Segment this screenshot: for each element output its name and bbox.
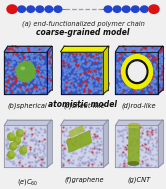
Circle shape <box>149 5 159 13</box>
Polygon shape <box>61 52 103 94</box>
Circle shape <box>27 6 35 12</box>
Circle shape <box>10 151 14 156</box>
Text: (c)sheet-like: (c)sheet-like <box>63 103 105 109</box>
Circle shape <box>19 130 23 134</box>
Circle shape <box>20 147 27 154</box>
Circle shape <box>23 147 27 151</box>
Polygon shape <box>4 52 47 94</box>
Polygon shape <box>103 120 108 167</box>
Polygon shape <box>61 125 103 167</box>
Polygon shape <box>116 120 163 125</box>
Polygon shape <box>69 125 84 137</box>
Polygon shape <box>158 46 163 94</box>
Circle shape <box>113 6 121 12</box>
Polygon shape <box>61 46 108 52</box>
Polygon shape <box>128 125 140 163</box>
Polygon shape <box>4 125 47 167</box>
Circle shape <box>16 130 23 137</box>
Circle shape <box>128 62 146 81</box>
Text: (g)CNT: (g)CNT <box>127 177 150 183</box>
Text: (f)graphene: (f)graphene <box>64 177 104 183</box>
Circle shape <box>8 151 14 159</box>
Circle shape <box>18 6 25 12</box>
Circle shape <box>122 55 153 89</box>
Circle shape <box>17 61 35 82</box>
Polygon shape <box>4 46 52 52</box>
Circle shape <box>122 6 130 12</box>
Ellipse shape <box>128 162 139 165</box>
Circle shape <box>16 137 20 142</box>
Circle shape <box>104 6 112 12</box>
Polygon shape <box>116 52 158 94</box>
Circle shape <box>45 6 53 12</box>
Text: $(e)C_{60}$: $(e)C_{60}$ <box>17 177 38 187</box>
Circle shape <box>7 5 17 13</box>
Circle shape <box>131 6 139 12</box>
Circle shape <box>10 133 14 138</box>
Text: coarse-grained model: coarse-grained model <box>36 28 130 37</box>
Text: (d)rod-like: (d)rod-like <box>121 103 156 109</box>
Circle shape <box>141 6 148 12</box>
Text: (b)spherical: (b)spherical <box>7 103 47 109</box>
Circle shape <box>10 143 16 150</box>
Polygon shape <box>67 131 92 152</box>
Polygon shape <box>47 120 52 167</box>
Ellipse shape <box>21 67 25 69</box>
Circle shape <box>54 6 62 12</box>
Polygon shape <box>116 125 158 167</box>
Circle shape <box>36 6 44 12</box>
Circle shape <box>12 143 16 147</box>
Polygon shape <box>47 46 52 94</box>
Text: (a) end-functionalized polymer chain: (a) end-functionalized polymer chain <box>22 20 144 27</box>
Text: atomistic model: atomistic model <box>48 100 118 109</box>
Circle shape <box>8 133 14 141</box>
Ellipse shape <box>128 124 140 127</box>
Circle shape <box>126 60 148 84</box>
Polygon shape <box>61 46 108 52</box>
Polygon shape <box>103 46 108 94</box>
Polygon shape <box>103 46 108 94</box>
Polygon shape <box>116 46 163 52</box>
Polygon shape <box>61 120 108 125</box>
Circle shape <box>14 137 20 144</box>
Polygon shape <box>4 120 52 125</box>
Polygon shape <box>158 120 163 167</box>
